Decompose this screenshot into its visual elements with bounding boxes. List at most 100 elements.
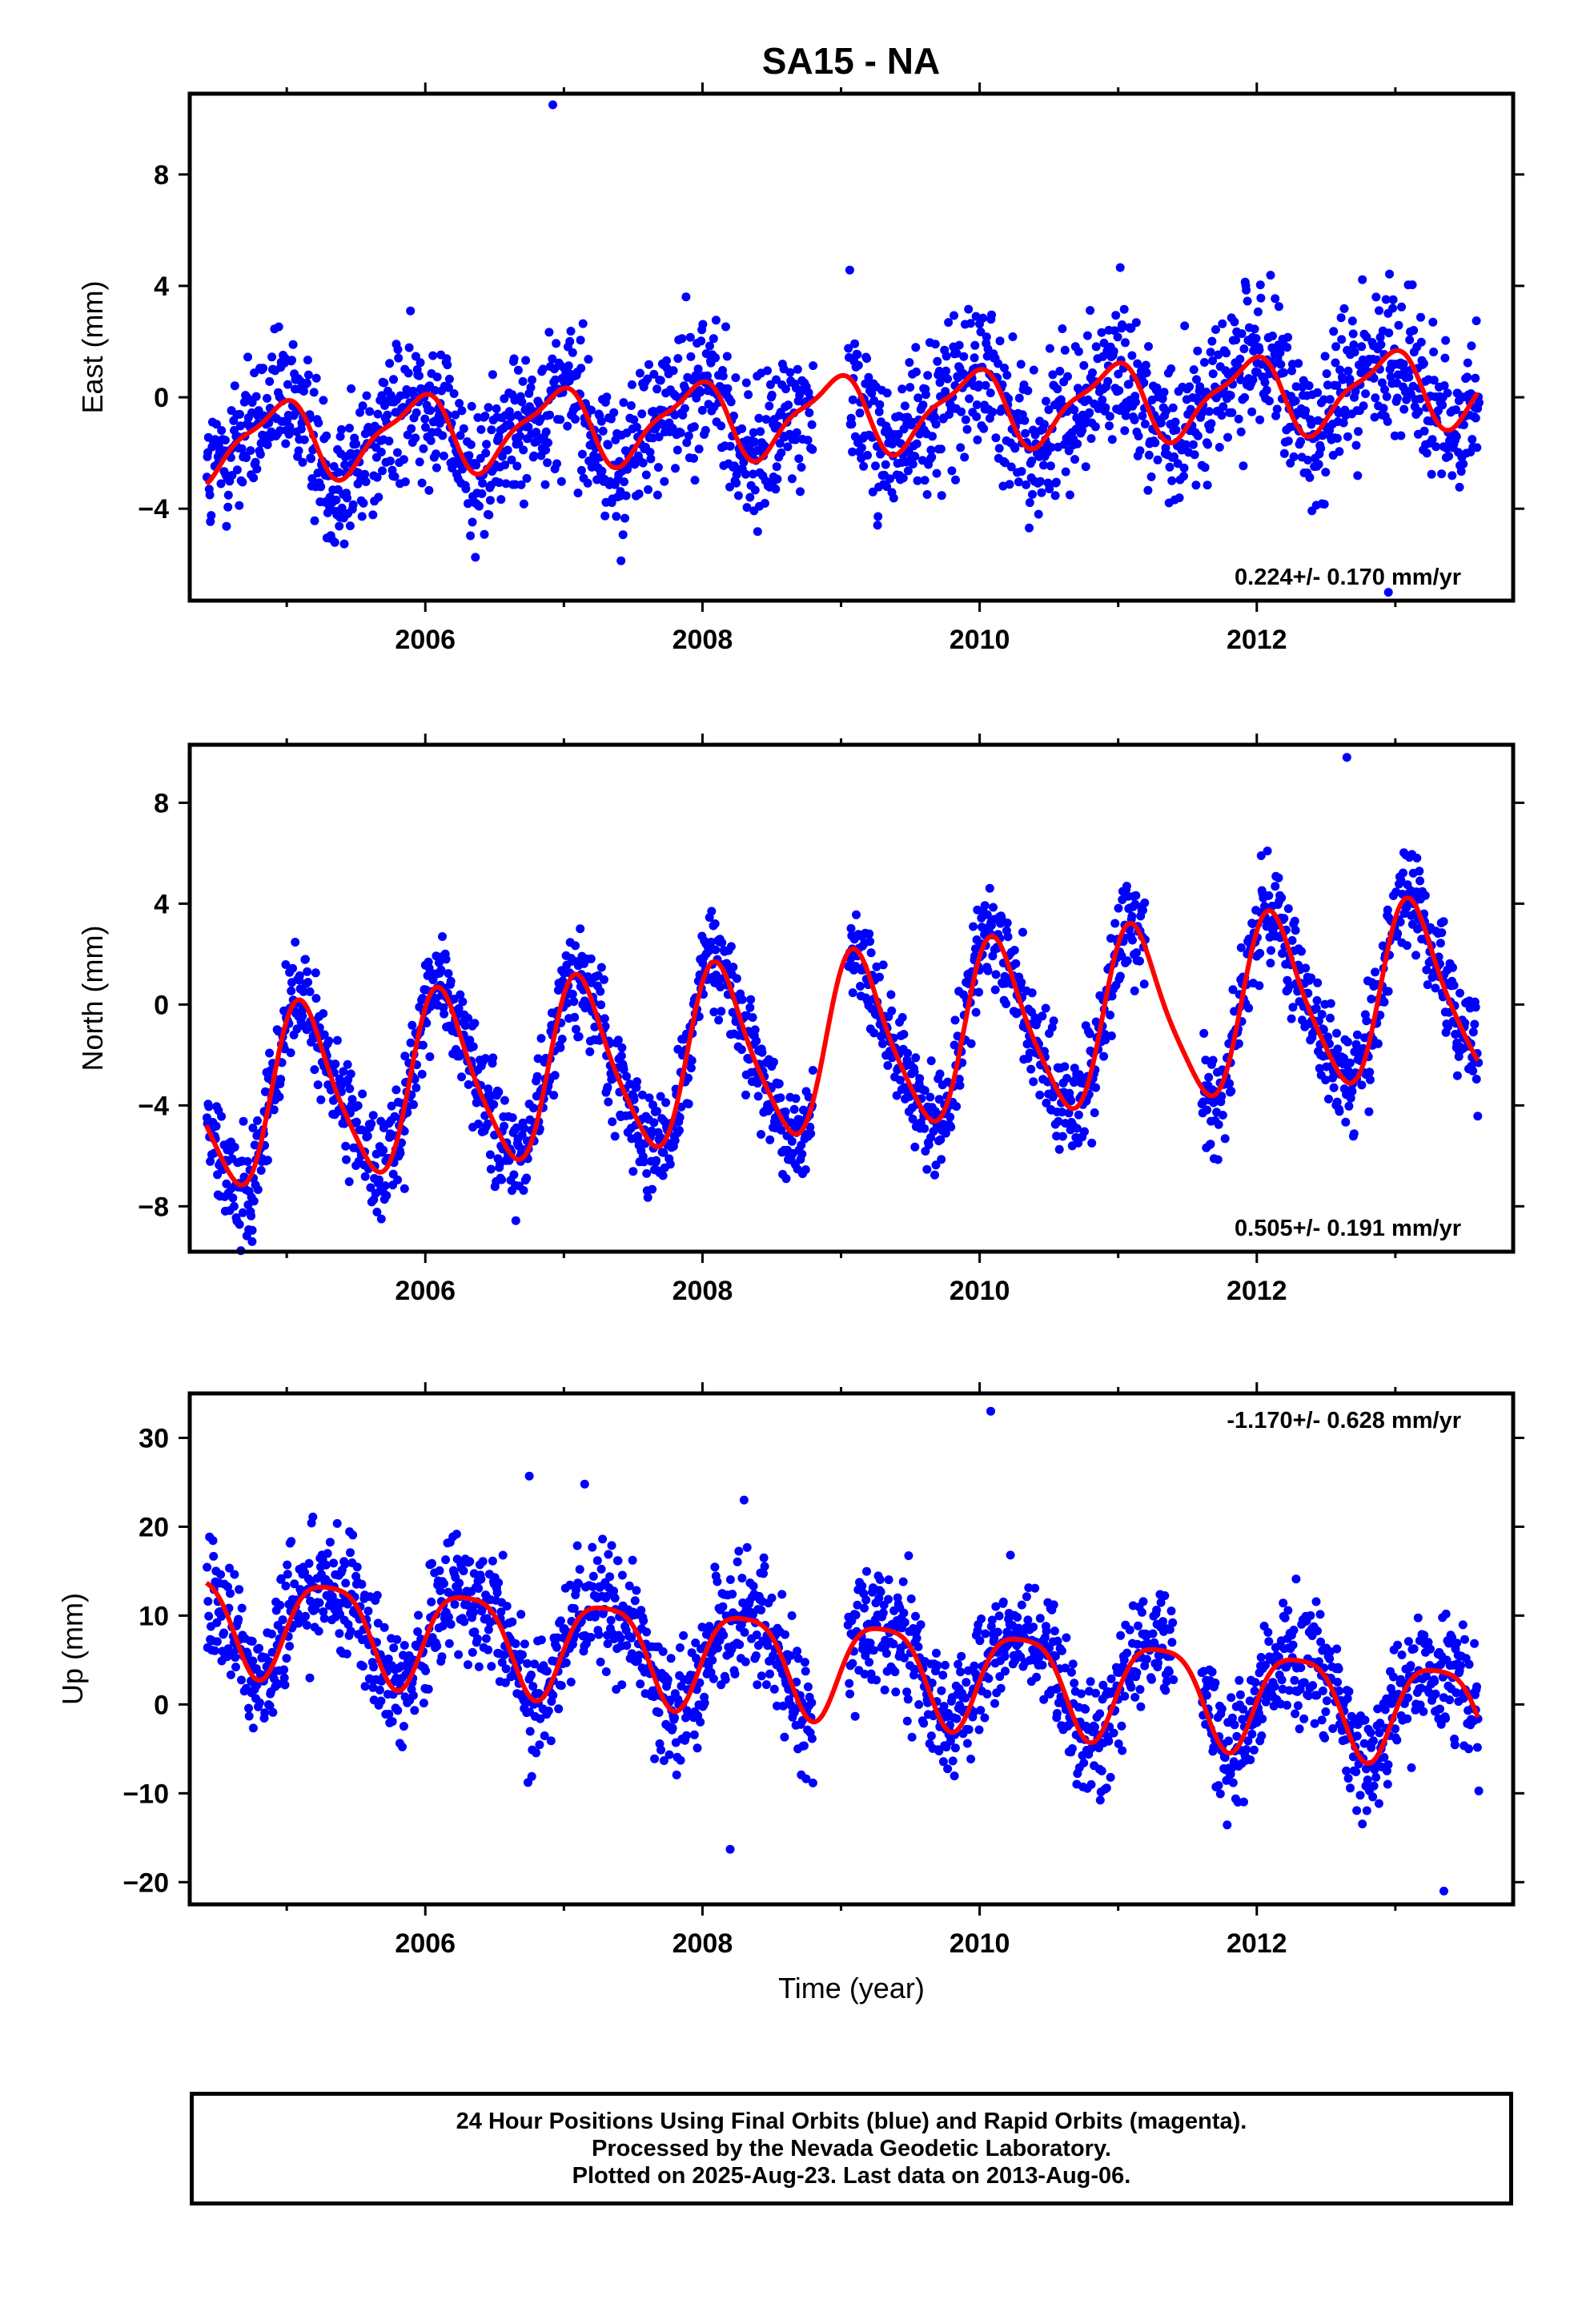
data-point: [519, 445, 528, 455]
data-point: [511, 1639, 520, 1648]
data-point: [1471, 1003, 1480, 1012]
data-point: [606, 1615, 616, 1625]
data-point: [267, 352, 277, 362]
data-point: [926, 1092, 935, 1102]
data-point: [279, 1665, 289, 1675]
data-point: [937, 491, 946, 501]
data-point: [1080, 1127, 1089, 1136]
data-point: [739, 457, 749, 467]
data-point: [1412, 854, 1422, 862]
data-point: [1287, 366, 1296, 376]
data-point: [549, 1091, 559, 1100]
data-point: [1144, 450, 1154, 460]
data-point: [552, 1642, 561, 1652]
data-point: [652, 384, 662, 394]
data-point: [781, 1174, 791, 1184]
data-point: [432, 463, 441, 472]
data-point: [1025, 498, 1034, 508]
data-point: [424, 1684, 433, 1694]
data-point: [1103, 376, 1113, 386]
data-point: [717, 938, 727, 947]
data-point: [484, 403, 493, 412]
data-point: [450, 1599, 460, 1609]
data-point: [1240, 392, 1250, 402]
data-point: [635, 368, 644, 378]
data-point: [1335, 1107, 1344, 1116]
data-point: [1392, 393, 1402, 403]
data-point: [1438, 400, 1447, 410]
data-point: [784, 400, 793, 410]
data-point: [761, 415, 771, 424]
data-point: [933, 356, 942, 366]
data-point: [681, 292, 691, 302]
data-point: [1452, 432, 1461, 441]
data-point: [1332, 381, 1342, 390]
data-point: [709, 334, 718, 344]
data-point: [662, 356, 671, 365]
data-point: [1279, 448, 1289, 458]
data-point: [676, 428, 685, 437]
data-point: [622, 1072, 631, 1081]
data-point: [513, 365, 523, 375]
data-point: [428, 1558, 436, 1568]
y-tick-label: 0: [154, 383, 169, 413]
data-point: [675, 1126, 684, 1135]
data-point: [729, 411, 738, 420]
data-point: [488, 1556, 497, 1566]
data-point: [529, 451, 539, 460]
data-point: [252, 464, 262, 474]
data-point: [1114, 903, 1123, 913]
data-point: [900, 1618, 909, 1627]
data-point: [409, 1100, 418, 1109]
data-point: [757, 1606, 766, 1614]
data-point: [586, 954, 596, 963]
data-point: [538, 364, 548, 374]
data-point: [521, 356, 531, 365]
data-point: [1323, 380, 1332, 390]
data-point: [1353, 471, 1363, 480]
data-point: [251, 457, 260, 467]
data-point: [1456, 467, 1466, 476]
data-point: [644, 360, 653, 369]
data-point: [1002, 919, 1012, 927]
data-point: [1207, 419, 1216, 428]
data-point: [438, 431, 448, 440]
data-point: [1358, 275, 1367, 284]
data-point: [1250, 324, 1259, 334]
data-point: [1236, 427, 1246, 436]
data-point: [912, 439, 921, 448]
data-point: [228, 1193, 238, 1203]
data-point: [432, 1642, 442, 1651]
data-point: [446, 976, 456, 986]
data-point: [311, 373, 321, 383]
data-point: [732, 478, 741, 488]
data-point: [875, 400, 885, 409]
data-point: [605, 1572, 615, 1582]
data-point: [506, 412, 516, 422]
data-point: [544, 1707, 553, 1715]
data-point: [654, 1708, 664, 1717]
data-point: [744, 390, 753, 400]
data-point: [471, 553, 480, 562]
data-point: [255, 1698, 264, 1707]
data-point: [857, 1582, 867, 1590]
data-point: [571, 941, 580, 951]
data-point: [305, 987, 315, 996]
data-point: [1359, 401, 1368, 411]
data-point: [1345, 1058, 1355, 1068]
data-point: [887, 1006, 897, 1015]
data-point: [672, 1770, 681, 1779]
data-point: [903, 1695, 913, 1704]
data-point: [410, 1706, 420, 1715]
data-point: [907, 417, 917, 427]
data-point: [1266, 959, 1275, 968]
data-point: [632, 1586, 641, 1595]
data-point: [1168, 403, 1178, 412]
data-point: [319, 1009, 328, 1019]
data-point: [1061, 467, 1070, 476]
data-point: [862, 354, 872, 364]
data-point: [235, 1585, 244, 1594]
data-point: [414, 1610, 423, 1620]
data-point: [845, 1689, 854, 1699]
data-point: [227, 471, 237, 480]
